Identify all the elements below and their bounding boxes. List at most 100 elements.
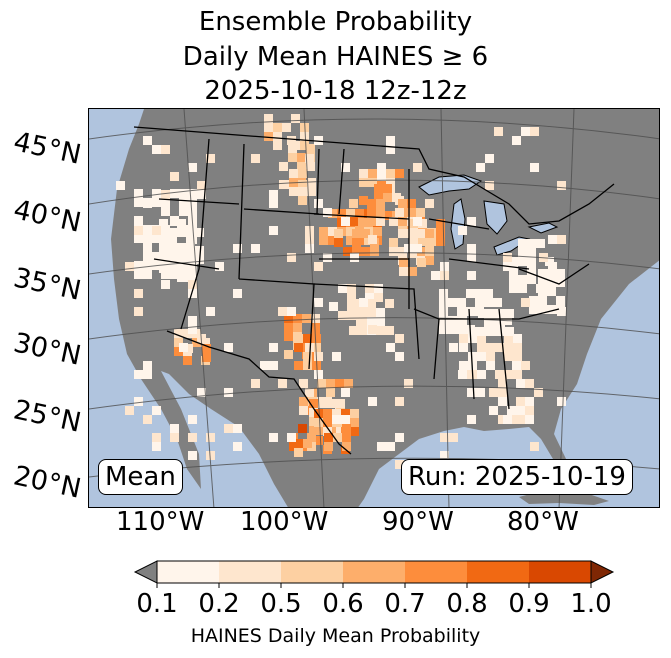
- probability-cell-sparse: [557, 181, 566, 190]
- probability-cell-mexico-north: [294, 439, 303, 448]
- probability-cell-nebraska: [370, 247, 379, 256]
- probability-cell-north-dakota: [368, 169, 377, 178]
- probability-cell-oklahoma: [338, 311, 347, 320]
- probability-cell-great-basin: [134, 261, 143, 270]
- probability-cell-northern-rockies: [307, 187, 316, 196]
- map-canvas: [89, 109, 659, 507]
- probability-cell-sparse: [512, 361, 521, 370]
- probability-cell-new-mexico: [303, 361, 312, 370]
- probability-cell-northern-rockies: [264, 132, 273, 141]
- probability-cell-northern-rockies: [307, 178, 316, 187]
- lat-label-30: 30°N: [10, 327, 84, 372]
- probability-cell-virginia-carolinas: [529, 305, 538, 314]
- probability-cell-south-texas: [333, 433, 342, 442]
- probability-cell-sparse: [170, 433, 179, 442]
- probability-cell-southeast: [459, 361, 468, 370]
- probability-cell-sparse: [170, 424, 179, 433]
- probability-cell-virginia-carolinas: [518, 275, 527, 284]
- probability-cell-great-basin: [177, 273, 186, 282]
- probability-cell-great-basin: [188, 189, 197, 198]
- probability-cell-northern-rockies: [273, 123, 282, 132]
- probability-cell-sparse: [269, 361, 278, 370]
- probability-cell-great-basin: [188, 207, 197, 216]
- probability-cell-sparse: [314, 262, 323, 271]
- probability-cell-west-texas: [318, 426, 327, 435]
- probability-cell-sparse: [467, 253, 476, 262]
- probability-cell-sparse: [269, 226, 278, 235]
- probability-cell-sparse: [170, 172, 179, 181]
- probability-cell-sparse: [125, 262, 134, 271]
- probability-cell-virginia-carolinas: [538, 305, 547, 314]
- probability-cell-great-basin: [168, 255, 177, 264]
- probability-cell-iowa-missouri: [398, 247, 407, 256]
- lat-line-30: [89, 317, 659, 340]
- probability-cell-sparse: [188, 163, 197, 172]
- probability-cell-southeast: [489, 406, 498, 415]
- probability-cell-sparse: [485, 181, 494, 190]
- probability-cell-oklahoma: [349, 326, 358, 335]
- probability-cell-sparse: [206, 154, 215, 163]
- lon-label-110: 110°W: [116, 507, 205, 537]
- probability-cell-sparse: [161, 262, 170, 271]
- state-lines-east: [428, 218, 590, 410]
- probability-cell-iowa-missouri: [425, 247, 434, 256]
- probability-cell-southeast: [495, 370, 504, 379]
- probability-cell-sparse: [224, 388, 233, 397]
- probability-cell-iowa-missouri: [416, 229, 425, 238]
- probability-cell-sparse: [377, 442, 386, 451]
- probability-cell-northern-rockies: [289, 187, 298, 196]
- probability-cell-oklahoma: [338, 284, 347, 293]
- probability-cell-great-basin: [143, 261, 152, 270]
- probability-cell-new-mexico: [312, 343, 321, 352]
- probability-cell-great-basin: [170, 189, 179, 198]
- colorbar-tick: 0.5: [260, 589, 302, 619]
- lon-line-80: [558, 109, 575, 507]
- probability-cell-sparse: [233, 424, 242, 433]
- probability-cell-northern-rockies: [297, 153, 306, 162]
- probability-cell-northern-rockies: [279, 162, 288, 171]
- probability-cell-oklahoma: [374, 284, 383, 293]
- probability-cell-west-texas: [318, 399, 327, 408]
- probability-cell-great-basin: [179, 252, 188, 261]
- probability-cell-south-texas: [324, 442, 333, 451]
- probability-cell-nebraska: [319, 236, 328, 245]
- probability-cell-virginia-carolinas: [527, 266, 536, 275]
- probability-cell-tennessee-valley: [487, 318, 496, 327]
- probability-cell-northern-rockies: [264, 114, 273, 123]
- probability-cell-tennessee-valley: [448, 298, 457, 307]
- probability-cell-sparse: [224, 343, 233, 352]
- run-label-box: Run: 2025-10-19: [401, 459, 633, 495]
- probability-cell-sparse: [305, 343, 314, 352]
- probability-cell-sparse: [206, 307, 215, 316]
- probability-cell-sparse: [323, 253, 332, 262]
- probability-cell-southeast: [459, 334, 468, 343]
- probability-cell-sparse: [395, 208, 404, 217]
- probability-cell-virginia-carolinas: [556, 296, 565, 305]
- probability-cell-south-texas: [341, 409, 350, 418]
- probability-cell-great-basin: [170, 270, 179, 279]
- probability-cell-sparse: [521, 298, 530, 307]
- probability-cell-tennessee-valley: [448, 316, 457, 325]
- probability-cell-southeast: [516, 379, 525, 388]
- probability-cell-new-mexico: [303, 334, 312, 343]
- colorbar-bin: [529, 561, 591, 583]
- probability-cell-great-basin: [152, 189, 161, 198]
- probability-cell-iowa-missouri: [398, 229, 407, 238]
- probability-cell-arizona-south: [184, 344, 193, 353]
- probability-cell-great-basin: [168, 228, 177, 237]
- probability-cell-oklahoma: [347, 293, 356, 302]
- probability-cell-iowa-missouri: [425, 238, 434, 247]
- probability-cell-sparse: [152, 433, 161, 442]
- probability-cell-virginia-carolinas: [538, 269, 547, 278]
- probability-cell-west-texas: [299, 406, 308, 415]
- probability-cell-arizona-south: [174, 347, 183, 356]
- probability-cell-sparse: [278, 307, 287, 316]
- probability-cell-sparse: [143, 370, 152, 379]
- probability-cell-sparse: [179, 343, 188, 352]
- probability-cell-iowa-missouri: [425, 229, 434, 238]
- probability-cell-northern-rockies: [282, 123, 291, 132]
- probability-cell-south-texas: [342, 442, 351, 451]
- probability-cell-sparse: [278, 379, 287, 388]
- probability-cell-sparse: [557, 397, 566, 406]
- probability-cell-new-mexico: [311, 314, 320, 323]
